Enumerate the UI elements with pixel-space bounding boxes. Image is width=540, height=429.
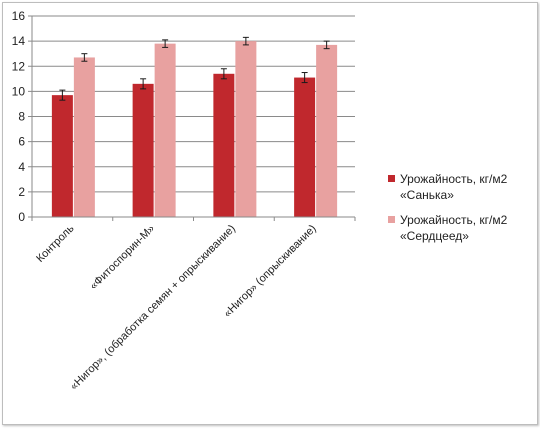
bar <box>316 44 338 217</box>
legend-label: «Сердцеед» <box>400 229 469 243</box>
x-tick-label: «Фитоспорин-М» <box>88 223 158 293</box>
y-tick-label: 16 <box>12 9 26 23</box>
x-tick-label: Контроль <box>34 222 76 264</box>
y-tick-label: 10 <box>12 84 26 98</box>
x-tick-label: «Нигор» (опрыскивание) <box>222 223 319 320</box>
bar <box>213 73 235 217</box>
bar <box>235 41 257 217</box>
legend-swatch <box>388 216 395 223</box>
bar <box>132 83 154 218</box>
chart-frame: 0 2 4 6 8 10 12 14 16 Контроль «Фитоспорин-М» «Ниг… <box>2 2 538 425</box>
bar <box>51 95 73 217</box>
axes <box>31 16 355 218</box>
legend-label: «Санька» <box>400 188 454 202</box>
legend: Урожайность, кг/м2 «Санька» Урожайность, к… <box>388 172 508 243</box>
bar <box>73 57 95 217</box>
legend-label: Урожайность, кг/м2 <box>400 172 508 186</box>
y-tick-label: 8 <box>18 110 25 124</box>
bar <box>294 77 316 218</box>
legend-swatch <box>388 175 395 182</box>
legend-label: Урожайность, кг/м2 <box>400 213 508 227</box>
y-axis-ticks: 0 2 4 6 8 10 12 14 16 <box>12 9 32 224</box>
bars <box>51 41 338 218</box>
y-tick-label: 14 <box>12 34 26 48</box>
y-tick-label: 2 <box>18 185 25 199</box>
x-axis-labels: Контроль «Фитоспорин-М»«Нигор», (обработк… <box>31 217 356 393</box>
x-tick-label: «Нигор», (обработка семян + опрыскивание… <box>68 223 238 393</box>
error-bars <box>59 36 330 101</box>
y-tick-label: 6 <box>18 135 25 149</box>
y-tick-label: 12 <box>12 59 26 73</box>
y-tick-label: 0 <box>18 210 25 224</box>
bar <box>154 43 176 218</box>
y-tick-label: 4 <box>18 160 25 174</box>
